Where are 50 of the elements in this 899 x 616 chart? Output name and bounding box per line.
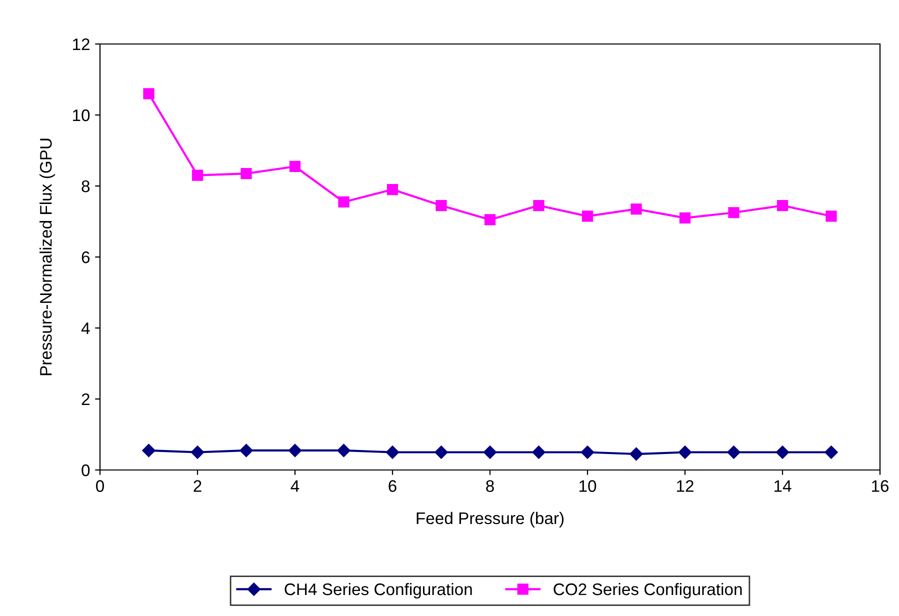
x-tick-label: 6 <box>388 480 396 492</box>
y-tick-label: 0 <box>82 464 90 476</box>
point <box>728 207 740 218</box>
point <box>142 444 156 458</box>
y-tick-label: 10 <box>73 109 90 122</box>
y-tick-label: 12 <box>73 38 90 50</box>
point <box>483 446 497 459</box>
x-tick-label: 2 <box>194 480 202 492</box>
y-tick-label: 6 <box>82 251 90 264</box>
point <box>337 444 350 458</box>
legend-label: CO2 Series Configuration <box>554 582 742 599</box>
point <box>582 210 594 222</box>
point <box>630 447 643 461</box>
point <box>727 446 740 459</box>
point <box>240 168 252 180</box>
point <box>533 200 544 212</box>
point <box>143 88 154 100</box>
point <box>289 160 301 172</box>
x-tick-label: 0 <box>96 480 104 492</box>
point <box>386 184 398 196</box>
y-tick-label: 2 <box>82 393 90 406</box>
x-tick-label: 12 <box>677 480 694 492</box>
y-tick-label: 8 <box>82 180 90 192</box>
point <box>679 212 691 224</box>
point <box>776 446 790 459</box>
point <box>338 196 350 208</box>
x-tick-label: 4 <box>290 480 300 492</box>
point <box>630 204 642 215</box>
point <box>532 446 546 459</box>
point <box>484 214 496 226</box>
point <box>190 446 204 459</box>
y-tick-label: 4 <box>81 322 90 334</box>
x-tick-label: 8 <box>486 480 494 492</box>
x-tick-label: 14 <box>774 480 792 492</box>
point <box>386 446 400 459</box>
point <box>580 446 594 459</box>
point <box>776 200 788 212</box>
point <box>436 200 447 212</box>
y-axis-title: Pressure-Normalized Flux (GPU <box>40 138 56 376</box>
x-tick-label: 10 <box>580 480 596 492</box>
point <box>678 446 692 459</box>
x-tick-label: 16 <box>872 480 889 492</box>
point <box>288 444 302 458</box>
x-axis-title: Feed Pressure (bar) <box>416 512 564 528</box>
legend-label: CH4 Series Configuration <box>284 582 472 599</box>
point <box>240 444 253 458</box>
point <box>826 210 837 222</box>
point <box>824 446 838 459</box>
point <box>192 170 204 181</box>
point <box>434 446 448 459</box>
